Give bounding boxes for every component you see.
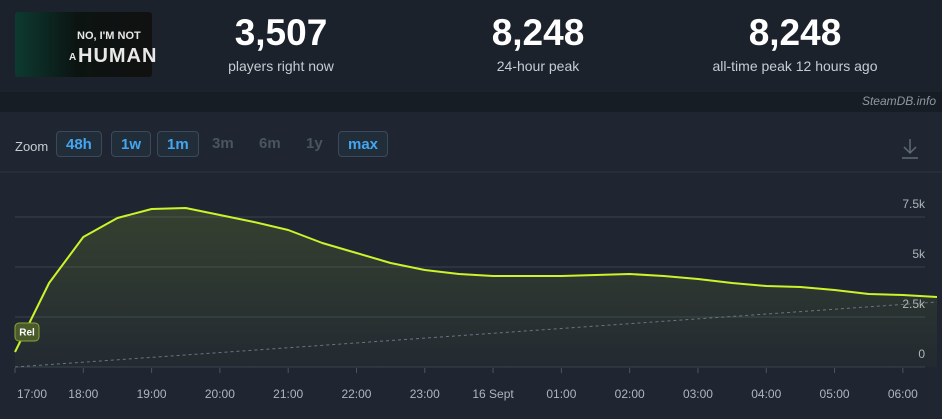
download-icon[interactable] — [902, 139, 918, 159]
x-tick-label: 04:00 — [751, 387, 781, 401]
zoom-button: 6m — [259, 135, 281, 152]
x-tick-label: 22:00 — [341, 387, 371, 401]
chart: 02.5k5k7.5k17:0018:0019:0020:0021:0022:0… — [0, 139, 942, 401]
stat-value: 8,248 — [491, 12, 585, 53]
logo-text: A — [69, 52, 77, 63]
stat: 8,248 all-time peak 12 hours ago — [670, 12, 920, 74]
zoom-button: 3m — [212, 135, 234, 152]
source: SteamDB.info — [861, 94, 936, 108]
area — [15, 208, 937, 367]
logo-text: HUMAN — [78, 45, 158, 67]
x-tick-label: 01:00 — [546, 387, 576, 401]
stat-label: players right now — [228, 58, 334, 74]
reference-line — [14, 301, 938, 368]
x-tick-label: 18:00 — [68, 387, 98, 401]
zoom-button[interactable]: 48h — [56, 131, 102, 157]
zoom-label: Zoom — [15, 139, 49, 154]
x-tick-label: 17:00 — [17, 387, 47, 401]
stat: 8,248 24-hour peak — [413, 12, 663, 74]
x-tick-label: 03:00 — [683, 387, 713, 401]
stat-label: all-time peak 12 hours ago — [712, 58, 878, 74]
x-tick-label: 19:00 — [137, 387, 167, 401]
zoom-button[interactable]: 1m — [157, 131, 199, 157]
x-tick-label: 16 Sept — [472, 387, 514, 401]
logo-text: NO, I'M NOT — [77, 30, 141, 42]
zoom-button[interactable]: 1w — [111, 131, 152, 157]
y-tick-label: 7.5k — [902, 197, 926, 211]
x-tick-label: 06:00 — [888, 387, 918, 401]
game-logo: NO, I'M NOT A HUMAN — [15, 12, 156, 77]
stat-label: 24-hour peak — [496, 58, 580, 74]
annotation: Rel — [19, 328, 35, 339]
header: NO, I'M NOT A HUMAN 3,507 players right n… — [0, 0, 942, 92]
zoom-button: 1y — [306, 135, 323, 152]
line — [14, 207, 938, 353]
zoom-button[interactable]: max — [338, 131, 389, 157]
x-tick-label: 20:00 — [205, 387, 235, 401]
stat-value: 8,248 — [748, 12, 842, 53]
annotation-badge — [14, 322, 40, 342]
x-tick-label: 23:00 — [410, 387, 440, 401]
y-tick-label: 5k — [912, 247, 926, 261]
x-tick-label: 02:00 — [615, 387, 645, 401]
x-tick-label: 21:00 — [273, 387, 303, 401]
stat: 3,507 players right now — [156, 12, 406, 74]
x-tick-label: 05:00 — [820, 387, 850, 401]
stat-value: 3,507 — [234, 12, 328, 53]
